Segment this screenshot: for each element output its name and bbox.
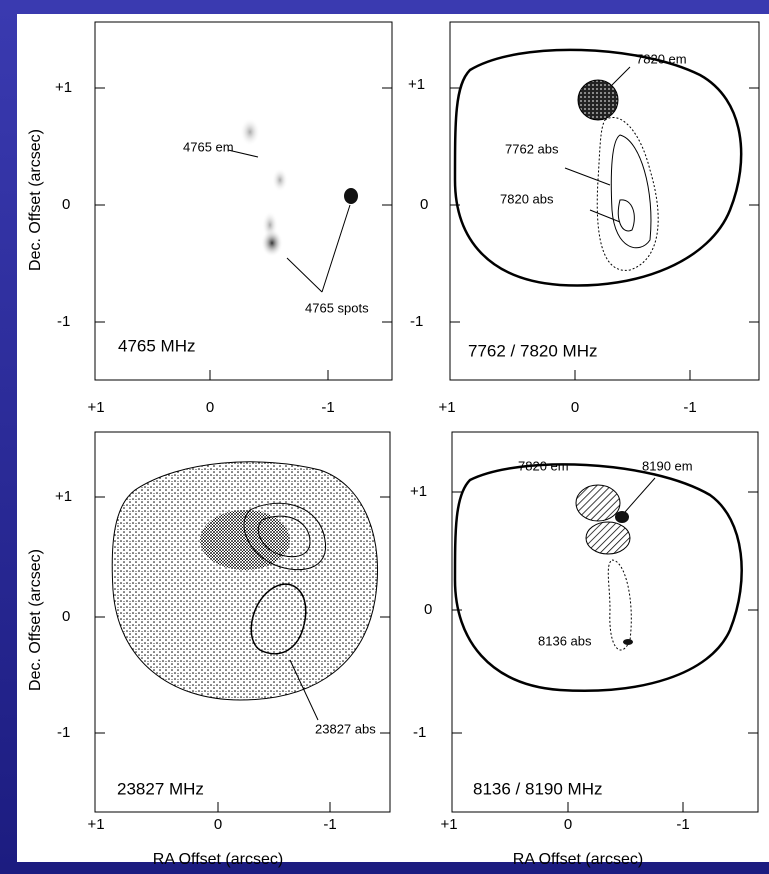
annotation: 4765 spots <box>305 300 369 315</box>
pointer <box>624 477 656 513</box>
y-tick-label: 0 <box>62 196 70 213</box>
emission <box>615 511 629 523</box>
emission <box>577 79 619 121</box>
emission <box>240 118 260 146</box>
y-tick-label: +1 <box>408 76 425 93</box>
x-tick-label: +1 <box>87 816 104 833</box>
contour <box>607 559 632 651</box>
contour <box>617 199 635 232</box>
panel-frame <box>94 21 393 381</box>
contour <box>243 502 326 571</box>
y-tick-label: -1 <box>57 313 70 330</box>
pointer <box>227 149 351 293</box>
contour <box>453 48 743 287</box>
x-tick-label: +1 <box>438 399 455 416</box>
contour <box>111 461 379 701</box>
panel: 7820 em 7762 abs 7820 abs 7762 / 7820 MH… <box>408 21 760 416</box>
x-axis-label: RA Offset (arcsec) <box>153 851 283 868</box>
x-tick-label: -1 <box>676 816 689 833</box>
x-tick-label: -1 <box>683 399 696 416</box>
annotation: 4765 em <box>183 139 234 154</box>
y-axis-label: Dec. Offset (arcsec) <box>27 549 44 691</box>
pointer <box>289 659 319 721</box>
x-tick-label: 0 <box>571 399 579 416</box>
contour <box>610 134 652 249</box>
annotation: 8190 em <box>642 458 693 473</box>
x-tick-label: -1 <box>323 816 336 833</box>
y-tick-label: 0 <box>424 601 432 618</box>
panel: 23827 abs 23827 MHz +1 0 -1 +1 0 -1 <box>55 431 391 833</box>
annotation: 7820 em <box>636 51 687 66</box>
panel: 7820 em 8190 em 8136 abs 8136 / 8190 MHz… <box>410 431 759 833</box>
spot <box>344 188 358 204</box>
panel-label: 7762 / 7820 MHz <box>468 341 597 360</box>
panel: 4765 em 4765 spots 4765 MHz +1 0 -1 +1 0… <box>55 21 393 416</box>
emission <box>575 484 621 522</box>
panel-label: 8136 / 8190 MHz <box>473 779 602 798</box>
x-tick-label: 0 <box>564 816 572 833</box>
spot <box>261 229 283 257</box>
y-tick-label: -1 <box>410 313 423 330</box>
pointer <box>564 66 631 223</box>
y-tick-label: 0 <box>420 196 428 213</box>
annotation: 8136 abs <box>538 633 592 648</box>
emission <box>585 521 631 555</box>
tick-marks <box>95 87 392 380</box>
emission <box>200 510 290 570</box>
contour <box>596 117 659 271</box>
contour <box>250 583 307 655</box>
emission <box>272 168 288 192</box>
x-tick-label: +1 <box>87 399 104 416</box>
annotation: 23827 abs <box>315 721 376 736</box>
panel-label: 4765 MHz <box>118 336 195 355</box>
x-tick-label: 0 <box>214 816 222 833</box>
y-tick-label: +1 <box>55 488 72 505</box>
x-tick-label: +1 <box>440 816 457 833</box>
y-tick-label: +1 <box>55 79 72 96</box>
x-tick-label: 0 <box>206 399 214 416</box>
annotation: 7820 abs <box>500 191 554 206</box>
x-tick-label: -1 <box>321 399 334 416</box>
y-tick-label: 0 <box>62 608 70 625</box>
contour <box>257 515 311 558</box>
y-tick-label: -1 <box>413 724 426 741</box>
panel-frame <box>449 21 760 381</box>
panel-label: 23827 MHz <box>117 779 204 798</box>
y-tick-label: +1 <box>410 483 427 500</box>
annotation: 7762 abs <box>505 141 559 156</box>
contour <box>453 463 743 692</box>
y-tick-label: -1 <box>57 724 70 741</box>
tick-marks <box>450 87 759 380</box>
annotation: 7820 em <box>518 458 569 473</box>
tick-marks <box>95 496 390 812</box>
x-axis-label: RA Offset (arcsec) <box>513 851 643 868</box>
emission <box>623 639 633 645</box>
y-axis-label: Dec. Offset (arcsec) <box>27 129 44 271</box>
